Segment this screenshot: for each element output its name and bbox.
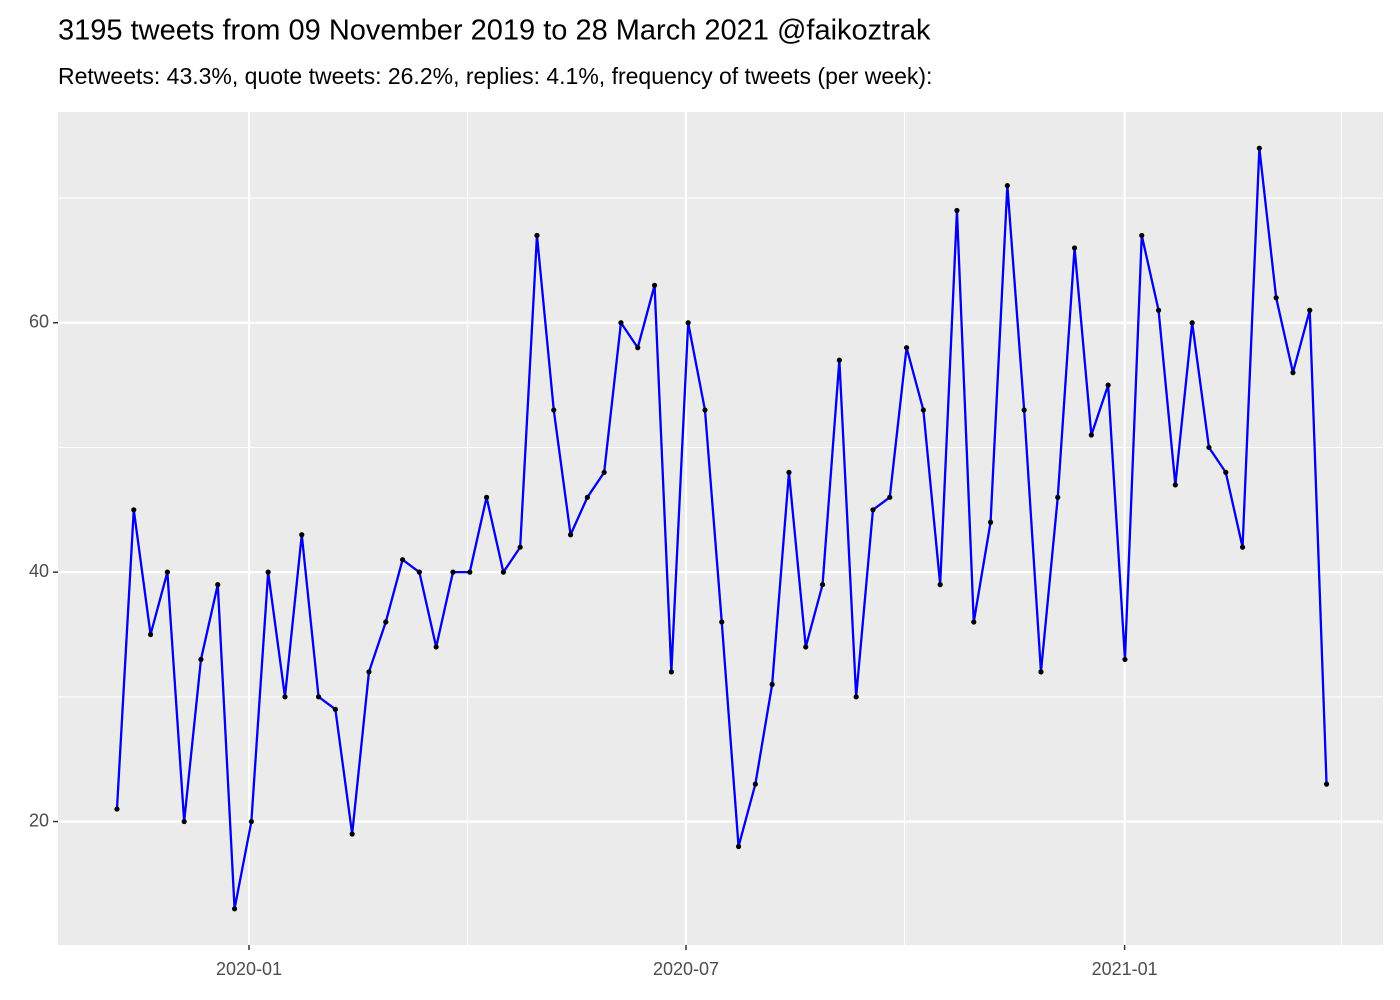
data-point	[483, 494, 490, 500]
y-tick-label: 40	[29, 561, 49, 581]
data-point	[920, 407, 926, 413]
data-point	[819, 582, 826, 588]
data-point	[248, 818, 254, 825]
data-point	[147, 631, 154, 638]
data-point	[500, 569, 506, 575]
y-tick-label: 20	[29, 810, 49, 830]
data-point	[937, 582, 943, 588]
y-tick-label: 60	[29, 311, 49, 331]
data-point	[668, 669, 674, 675]
data-point	[1290, 370, 1296, 376]
data-point	[685, 320, 691, 326]
data-point	[1004, 182, 1010, 189]
data-point	[299, 532, 305, 538]
data-point	[887, 494, 893, 500]
data-point	[618, 320, 624, 326]
data-point	[399, 557, 406, 563]
data-point	[383, 619, 389, 625]
data-point	[1172, 482, 1178, 488]
data-point	[1021, 407, 1027, 413]
data-point	[1105, 382, 1111, 388]
data-point	[282, 694, 288, 700]
chart-title: 3195 tweets from 09 November 2019 to 28 …	[58, 15, 931, 47]
data-point	[836, 357, 842, 363]
data-point	[1256, 145, 1262, 151]
data-point	[416, 569, 422, 575]
data-point	[651, 282, 658, 288]
data-point	[567, 532, 574, 538]
data-point	[870, 507, 876, 513]
data-point	[349, 831, 355, 837]
data-point	[265, 569, 271, 575]
data-point	[164, 569, 170, 575]
data-point	[198, 656, 204, 663]
data-point	[719, 619, 725, 625]
data-point	[635, 345, 641, 351]
data-point	[987, 519, 994, 525]
data-point	[1273, 295, 1279, 301]
x-tick-label: 2020-07	[653, 959, 719, 979]
data-point	[853, 694, 859, 700]
data-point	[1139, 232, 1145, 239]
data-point	[1155, 307, 1162, 313]
data-point	[584, 494, 590, 500]
data-point	[433, 644, 439, 650]
data-point	[1239, 544, 1246, 550]
data-point	[903, 345, 910, 351]
data-point	[114, 806, 120, 812]
data-point	[215, 582, 221, 588]
data-point	[786, 469, 792, 475]
chart-subtitle: Retweets: 43.3%, quote tweets: 26.2%, re…	[58, 63, 932, 89]
data-point	[1071, 245, 1078, 251]
data-point	[315, 694, 322, 700]
data-point	[1307, 307, 1313, 313]
plot-panel	[58, 112, 1383, 945]
x-tick-label: 2021-01	[1092, 959, 1158, 979]
x-tick-label: 2020-01	[216, 959, 282, 979]
data-point	[803, 644, 809, 650]
data-point	[181, 818, 187, 825]
data-point	[1189, 320, 1195, 326]
data-point	[735, 843, 742, 850]
data-point	[954, 207, 960, 214]
data-point	[1088, 432, 1094, 438]
data-point	[450, 569, 456, 575]
data-point	[601, 469, 607, 475]
data-point	[769, 681, 775, 687]
data-point	[1223, 469, 1229, 475]
data-point	[551, 407, 557, 413]
data-point	[1038, 669, 1044, 675]
data-point	[517, 544, 523, 550]
data-point	[1122, 656, 1128, 663]
data-point	[1206, 444, 1212, 451]
data-point	[332, 706, 338, 712]
data-point	[131, 507, 137, 513]
data-point	[1323, 781, 1330, 787]
data-point	[534, 232, 540, 239]
data-point	[366, 669, 372, 675]
data-point	[467, 569, 473, 575]
data-point	[971, 619, 977, 625]
data-point	[752, 781, 758, 787]
data-point	[231, 906, 238, 912]
data-point	[1055, 494, 1061, 500]
data-point	[702, 407, 708, 413]
